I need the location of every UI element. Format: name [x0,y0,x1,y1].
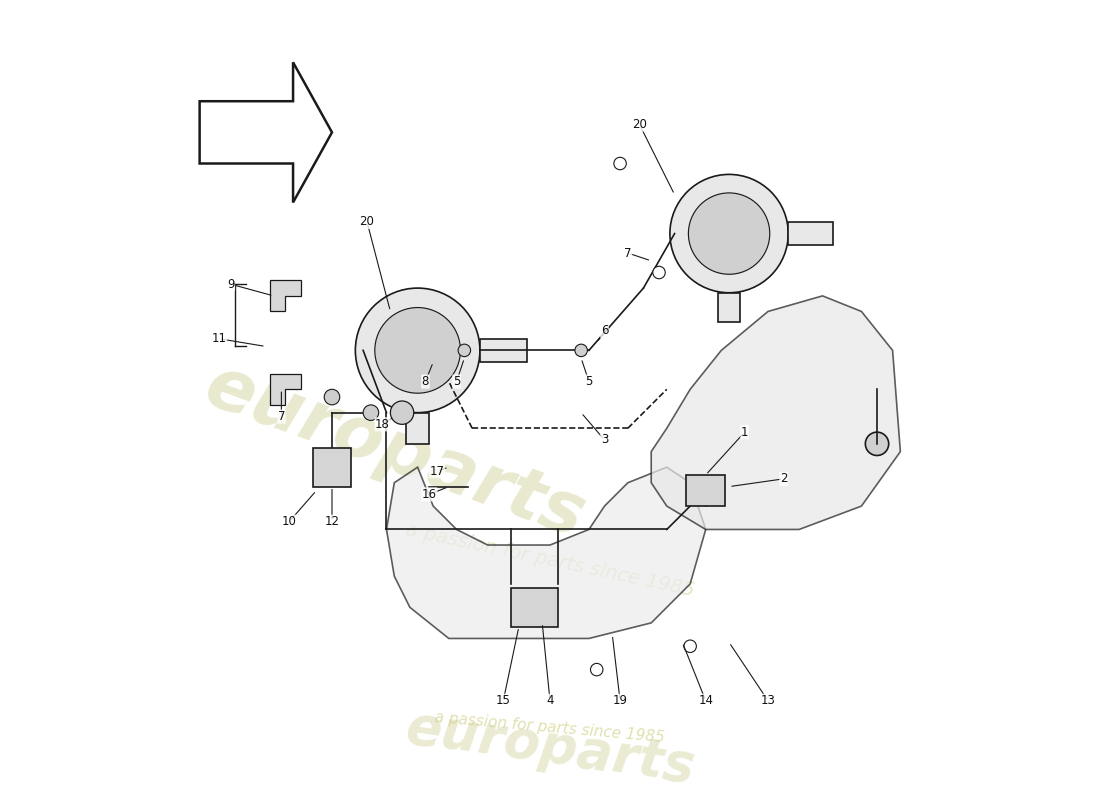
Text: 7: 7 [624,246,631,259]
Circle shape [390,401,414,424]
Text: europarts: europarts [195,351,594,552]
Text: 11: 11 [211,332,227,345]
Text: europarts: europarts [402,702,698,794]
Text: 20: 20 [632,118,647,131]
Circle shape [375,307,461,393]
Text: 16: 16 [421,488,437,501]
Polygon shape [406,413,429,444]
Text: 8: 8 [421,375,429,388]
Text: 10: 10 [282,515,297,528]
Text: 9: 9 [227,278,234,290]
Circle shape [591,663,603,676]
Text: a passion for parts since 1985: a passion for parts since 1985 [434,710,666,746]
Circle shape [458,344,471,357]
Circle shape [652,266,666,278]
Polygon shape [386,467,706,638]
Polygon shape [199,62,332,202]
Polygon shape [789,222,833,245]
Text: 4: 4 [547,694,553,707]
Polygon shape [312,448,352,486]
Text: 7: 7 [277,410,285,423]
Polygon shape [480,338,527,362]
Polygon shape [512,588,558,626]
Text: 18: 18 [375,418,390,431]
Text: 17: 17 [430,465,444,478]
Text: 13: 13 [760,694,775,707]
Text: 2: 2 [780,472,788,486]
Circle shape [614,158,626,170]
Circle shape [363,405,378,421]
Text: 5: 5 [453,375,460,388]
Text: 12: 12 [324,515,340,528]
Polygon shape [270,374,300,405]
Text: 14: 14 [698,694,713,707]
Text: 3: 3 [601,434,608,446]
Circle shape [684,640,696,653]
Text: 5: 5 [585,375,593,388]
Text: 15: 15 [496,694,510,707]
Circle shape [670,174,789,293]
Circle shape [355,288,480,413]
Text: 19: 19 [613,694,628,707]
Text: 6: 6 [601,325,608,338]
Polygon shape [651,296,901,530]
Circle shape [866,432,889,455]
Circle shape [689,193,770,274]
Circle shape [324,390,340,405]
Circle shape [575,344,587,357]
Polygon shape [270,280,300,311]
Polygon shape [718,293,740,322]
Polygon shape [686,475,725,506]
Text: 20: 20 [360,215,374,229]
Text: 1: 1 [741,426,748,438]
Text: a passion for parts since 1985: a passion for parts since 1985 [404,521,696,601]
